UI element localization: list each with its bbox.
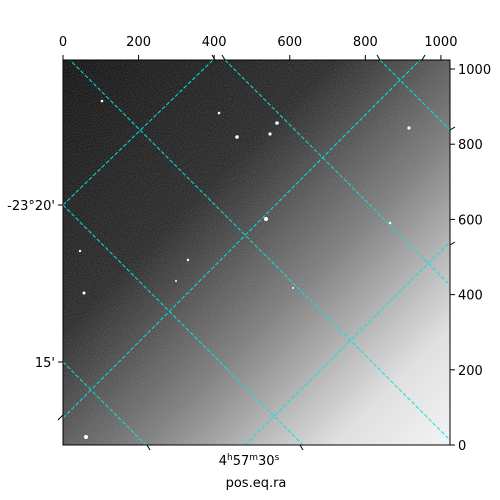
x-axis-label: pos.eq.ra [226,476,287,491]
x-tick-label: 0 [59,35,67,50]
ra-label: 4h57m30s [219,453,280,469]
x-tick-label: 400 [202,35,227,50]
dec-label: 15' [35,356,55,371]
y-tick-label: 200 [458,364,483,379]
y-tick-label: 600 [458,213,483,228]
image [63,60,450,445]
wcs-ticks [57,54,456,451]
x-tick-label: 800 [353,35,378,50]
dec-label: -23°20' [7,199,55,214]
wcs-grid [63,60,450,445]
y-tick-label: 400 [458,289,483,304]
x-tick-label: 200 [126,35,151,50]
y-tick-label: 800 [458,138,483,153]
stars [78,99,411,439]
y-tick-label: 1000 [458,63,491,78]
y-tick-label: 0 [458,439,466,454]
frame [62,59,451,446]
x-tick-label: 600 [277,35,302,50]
x-tick-label: 1000 [424,35,457,50]
